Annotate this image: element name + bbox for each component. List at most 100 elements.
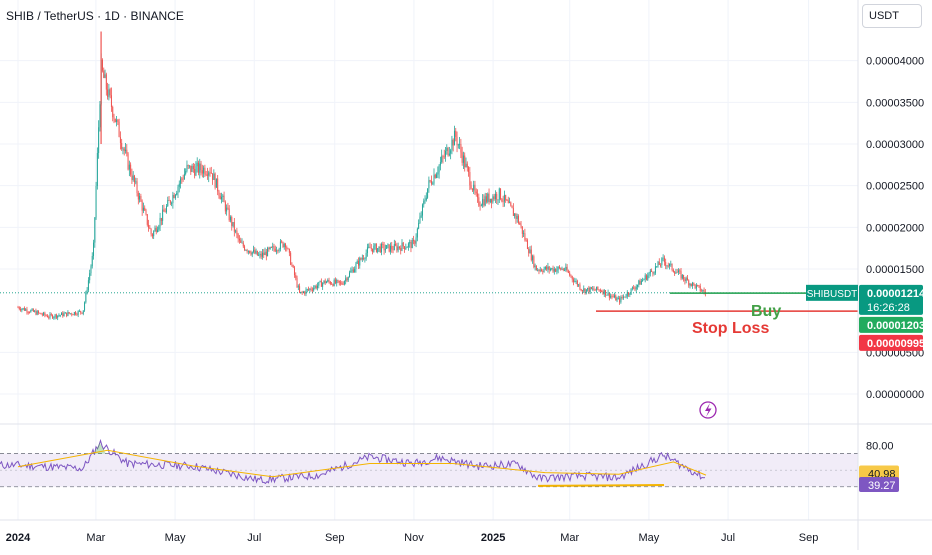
candle-body: [530, 249, 532, 261]
candle-body: [181, 178, 183, 180]
rsi-ma-tag: [859, 465, 899, 481]
candle-body: [634, 288, 636, 290]
candle-body: [209, 172, 211, 174]
candle-body: [126, 149, 128, 154]
candle-body: [192, 165, 194, 170]
candle-body: [288, 248, 290, 253]
candle-body: [677, 270, 679, 273]
candle-body: [401, 242, 403, 251]
candle-body: [277, 250, 279, 252]
candle-body: [509, 202, 511, 204]
candle-body: [437, 172, 439, 175]
candle-body: [564, 269, 566, 271]
candle-body: [605, 290, 607, 296]
candle-body: [526, 240, 528, 250]
candle-body: [336, 280, 338, 284]
candle-body: [217, 178, 219, 192]
candle-body: [567, 271, 569, 273]
rsi-tick-label: 80.00: [866, 440, 894, 452]
candle-body: [323, 280, 325, 284]
candle-body: [656, 266, 658, 268]
candle-body: [278, 249, 280, 251]
candle-body: [48, 317, 50, 319]
candle-body: [363, 258, 365, 259]
candle-body: [54, 314, 56, 318]
candle-body: [606, 294, 608, 296]
candle-body: [309, 288, 311, 290]
candle-body: [236, 230, 238, 235]
candle-body: [611, 295, 613, 297]
candle-body: [44, 312, 46, 316]
candle-body: [432, 183, 434, 185]
candle-body: [503, 194, 505, 202]
candle-body: [457, 144, 459, 146]
candle-body: [638, 280, 640, 285]
candle-body: [535, 265, 537, 271]
candle-body: [642, 280, 644, 281]
candle-body: [302, 291, 304, 293]
candle-body: [299, 286, 301, 293]
candle-body: [173, 195, 175, 198]
candle-body: [150, 228, 152, 235]
candle-body: [596, 286, 598, 291]
candle-body: [214, 173, 216, 188]
candle-body: [584, 288, 586, 293]
candle-body: [598, 289, 600, 291]
candle-body: [98, 127, 100, 153]
candle-body: [690, 283, 692, 286]
candle-body: [497, 199, 499, 201]
x-tick-label: May: [165, 532, 186, 544]
candle-body: [172, 195, 174, 204]
currency-button[interactable]: USDT: [862, 4, 922, 28]
candle-body: [377, 248, 379, 252]
candle-body: [630, 288, 632, 295]
candle-body: [384, 248, 386, 251]
candle-body: [283, 243, 285, 248]
candle-body: [141, 201, 143, 211]
candle-body: [461, 152, 463, 163]
candle-body: [561, 268, 563, 270]
candle-body: [21, 308, 23, 311]
candle-body: [39, 312, 41, 314]
candle-body: [35, 310, 37, 315]
candle-body: [456, 136, 458, 146]
candle-body: [23, 308, 25, 311]
candle-body: [694, 284, 696, 289]
candle-body: [671, 263, 673, 270]
candle-body: [686, 277, 688, 281]
candle-body: [85, 292, 87, 303]
candle-body: [397, 246, 399, 251]
rsi-value: 39.27: [868, 480, 896, 492]
candle-body: [52, 315, 54, 319]
candle-body: [300, 291, 302, 293]
candle-body: [479, 205, 481, 207]
candle-body: [148, 224, 150, 228]
candle-body: [45, 315, 47, 317]
candle-body: [462, 155, 464, 163]
candle-body: [145, 210, 147, 215]
candle-body: [110, 95, 112, 108]
candle-body: [333, 279, 335, 286]
candle-body: [231, 217, 233, 226]
lightning-icon[interactable]: [699, 401, 717, 419]
candle-body: [637, 284, 639, 287]
candle-body: [556, 269, 558, 272]
candle-body: [144, 207, 146, 211]
candle-body: [31, 309, 33, 311]
candle-body: [683, 275, 685, 280]
candle-body: [539, 269, 541, 271]
candle-body: [190, 165, 192, 172]
candle-body: [382, 243, 384, 245]
candle-body: [702, 290, 704, 292]
candle-body: [693, 282, 695, 285]
candle-body: [46, 315, 48, 318]
candle-body: [651, 270, 653, 272]
candle-body: [215, 178, 217, 188]
candle-body: [552, 268, 554, 272]
candle-body: [590, 287, 592, 289]
candle-body: [105, 74, 107, 90]
candle-body: [418, 223, 420, 229]
